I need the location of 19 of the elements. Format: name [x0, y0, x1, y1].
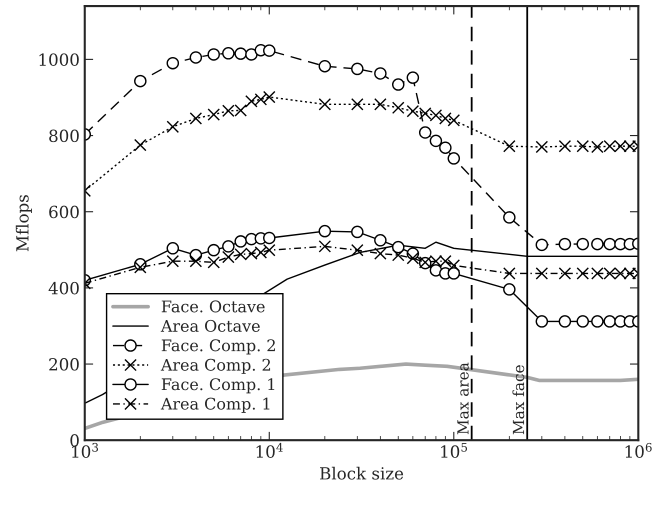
- legend-label: Face. Comp. 1: [162, 378, 274, 394]
- ref-line-label: Max area: [457, 362, 469, 434]
- y-tick-label: 800: [49, 130, 79, 142]
- y-tick-label: 0: [70, 434, 79, 447]
- legend-label: Area Comp. 2: [160, 358, 270, 374]
- legend-label: Face. Comp. 2: [162, 339, 275, 354]
- x-tick-label: 10$^{5}$: [441, 443, 468, 458]
- legend-label: Area Comp. 1: [160, 398, 270, 413]
- x-tick-label: 10$^{4}$: [256, 442, 283, 458]
- x-axis-title: Block size: [320, 466, 404, 480]
- ref-line-label: Max face: [512, 365, 524, 434]
- legend-label: Face. Octave: [162, 300, 265, 312]
- x-tick-label: 10$^{6}$: [626, 442, 652, 458]
- y-axis-title: Mflops: [16, 195, 32, 252]
- y-tick-label: 1000: [40, 53, 79, 66]
- y-tick-label: 400: [48, 282, 79, 294]
- y-tick-label: 200: [49, 358, 79, 371]
- legend-label: Area Octave: [160, 320, 260, 332]
- y-tick-label: 600: [49, 206, 79, 218]
